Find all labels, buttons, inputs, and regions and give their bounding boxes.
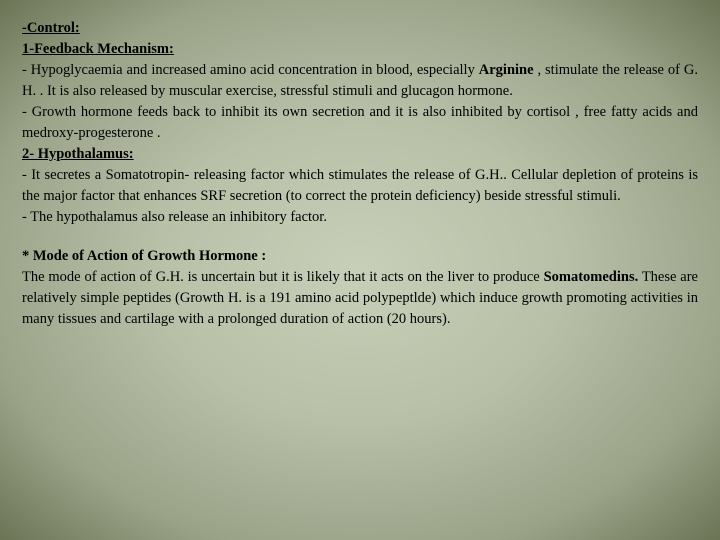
hypothalamus-heading: 2- Hypothalamus:: [22, 144, 698, 165]
feedback-p1-text-a: - Hypoglycaemia and increased amino acid…: [22, 62, 479, 78]
mode-of-action-heading: * Mode of Action of Growth Hormone :: [22, 246, 698, 267]
feedback-paragraph-1: - Hypoglycaemia and increased amino acid…: [22, 60, 698, 102]
somatomedins-term: Somatomedins.: [544, 269, 639, 285]
section-spacer: [22, 228, 698, 246]
feedback-heading: 1-Feedback Mechanism:: [22, 39, 698, 60]
hypothalamus-paragraph-2: - The hypothalamus also release an inhib…: [22, 207, 698, 228]
control-heading: -Control:: [22, 18, 698, 39]
document-body: -Control: 1-Feedback Mechanism: - Hypogl…: [22, 18, 698, 330]
mode-p-text-a: The mode of action of G.H. is uncertain …: [22, 269, 544, 285]
hypothalamus-paragraph-1: - It secretes a Somatotropin- releasing …: [22, 165, 698, 207]
arginine-term: Arginine: [479, 62, 534, 78]
mode-of-action-paragraph: The mode of action of G.H. is uncertain …: [22, 267, 698, 330]
feedback-paragraph-2: - Growth hormone feeds back to inhibit i…: [22, 102, 698, 144]
